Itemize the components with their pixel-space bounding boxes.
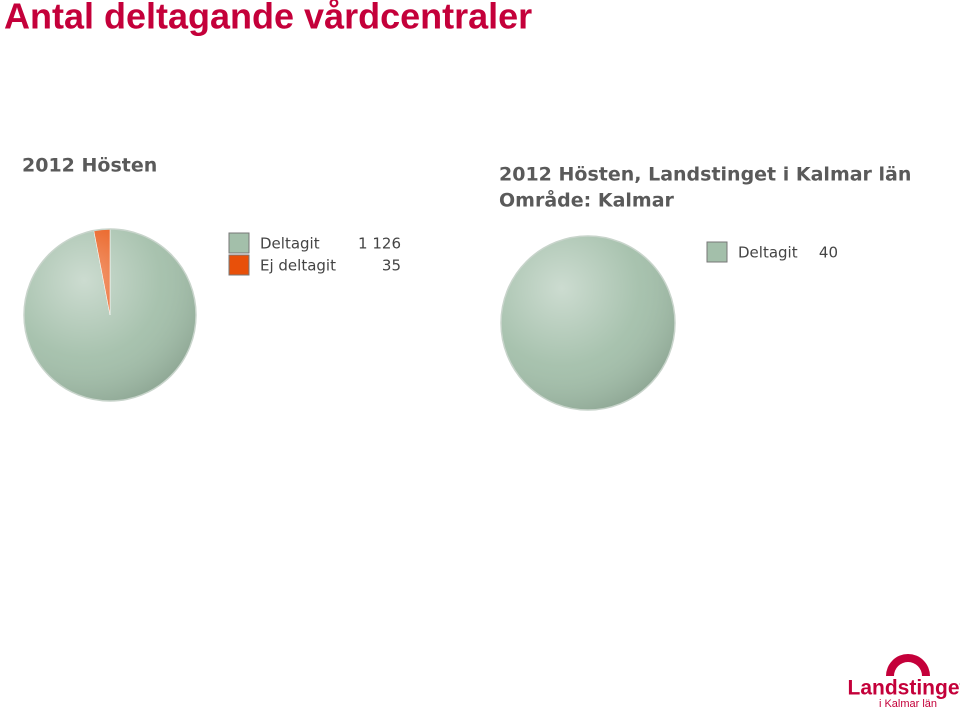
legend-swatch — [706, 241, 728, 263]
legend-swatch — [228, 254, 250, 276]
legend-value: 1 126 — [358, 235, 401, 253]
pie-slice — [501, 236, 675, 410]
chart-title: 2012 Hösten — [22, 155, 157, 177]
legend-value: 35 — [382, 257, 401, 275]
legend-label: Ej deltagit — [260, 257, 336, 275]
legend-swatch — [228, 232, 250, 254]
slide-title: Antal deltagande vårdcentraler — [4, 0, 532, 37]
logo-arch — [886, 654, 930, 676]
legend-value: 40 — [819, 244, 838, 262]
logo-region: i Kalmar län — [879, 698, 937, 710]
logo-name: Landstinget — [848, 677, 960, 700]
legend-label: Deltagit — [738, 244, 798, 262]
chart-subtitle: Område: Kalmar — [499, 188, 675, 212]
legend-label: Deltagit — [260, 235, 320, 253]
logo: Landstinget i Kalmar län — [848, 654, 960, 710]
chart-title: 2012 Hösten, Landstinget i Kalmar län — [499, 164, 911, 186]
